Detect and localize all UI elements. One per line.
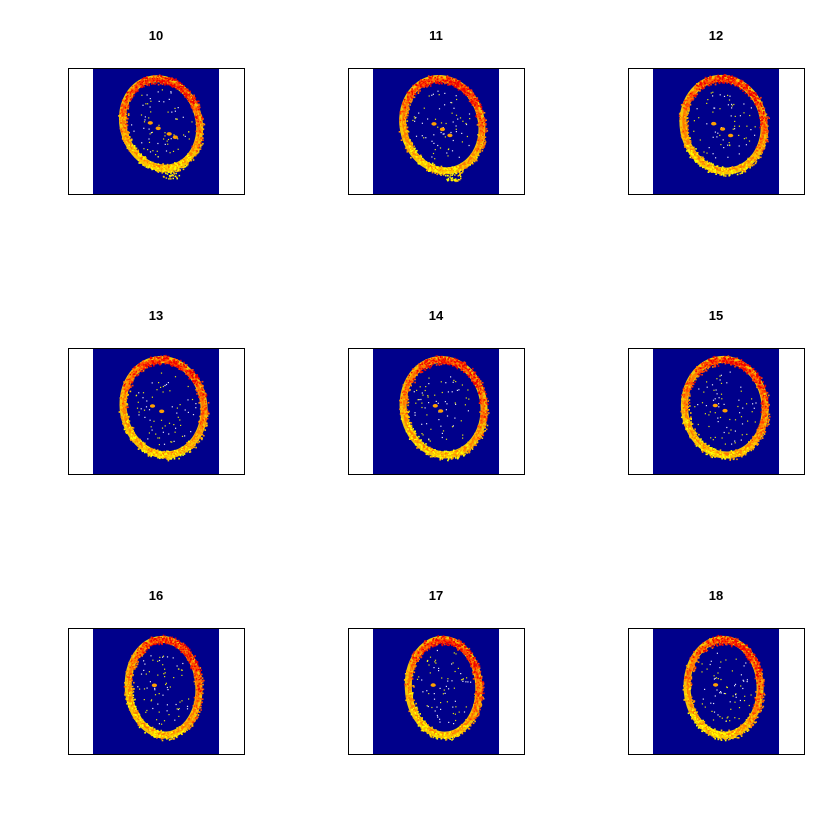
heat-ring [682,634,766,742]
panel-frame [68,348,245,475]
panel-13: 13 [68,308,245,475]
panel-11: 11 [348,28,525,195]
panel-12: 12 [628,28,805,195]
panel-title: 14 [429,308,444,323]
image-background [653,68,779,194]
panel-frame [68,68,245,195]
panel-15: 15 [628,308,805,475]
heat-ring [398,75,489,183]
heat-ring [118,354,210,462]
panel-title: 11 [429,28,443,43]
heat-ring [403,635,485,741]
heat-ring [678,74,770,177]
panel-18: 18 [628,588,805,755]
panel-title: 16 [149,588,163,603]
panel-16: 16 [68,588,245,755]
heat-ring [680,355,771,461]
panel-frame [628,628,805,755]
heat-ring [123,634,205,742]
panel-frame [348,628,525,755]
panel-title: 17 [429,588,443,603]
panel-title: 10 [149,28,163,43]
panel-frame [68,628,245,755]
panel-title: 12 [709,28,723,43]
panel-title: 13 [149,308,163,323]
heat-ring [399,355,490,462]
panel-10: 10 [68,28,245,195]
panel-frame [348,348,525,475]
panel-title: 15 [709,308,723,323]
panel-frame [628,68,805,195]
panel-frame [628,348,805,475]
panel-14: 14 [348,308,525,475]
panel-17: 17 [348,588,525,755]
panel-frame [348,68,525,195]
panel-title: 18 [709,588,723,603]
heat-ring [118,74,206,180]
